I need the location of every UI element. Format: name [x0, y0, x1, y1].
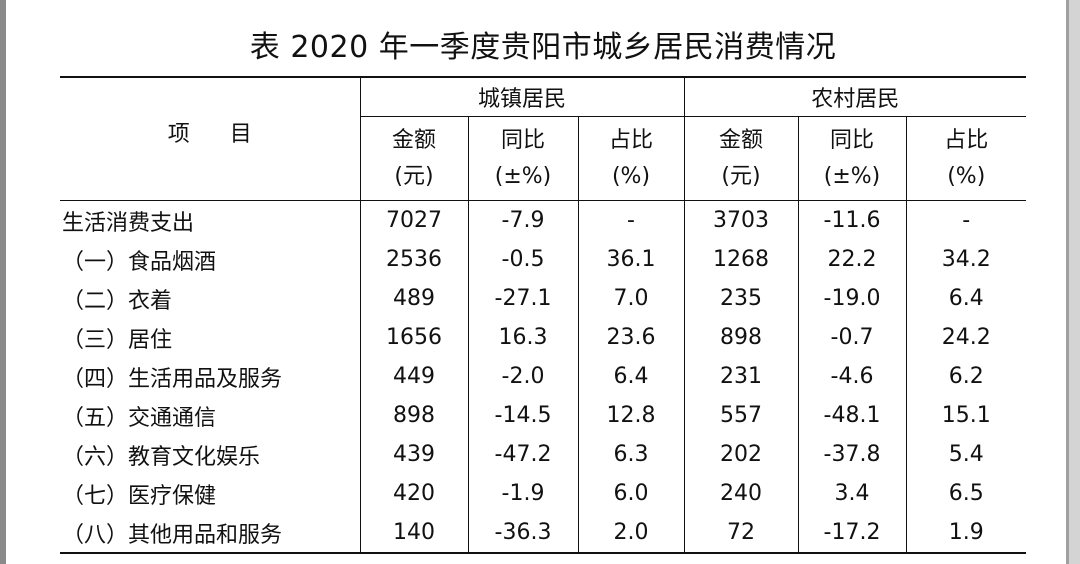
rural-amount-cell: 3703	[683, 200, 798, 240]
rural-yoy-cell: -48.1	[797, 396, 906, 435]
urban-amount-cell: 7027	[359, 200, 468, 240]
row-name: （三）居住	[62, 327, 173, 353]
rural-share-cell: 6.4	[905, 279, 1027, 318]
col-label: 占比	[608, 127, 653, 153]
consumption-table: 项目 城镇居民 农村居民 金额 (元) 同比 (±%) 占比 (%) 金额 (元…	[60, 76, 1027, 554]
rural-yoy-cell: -0.7	[797, 318, 906, 357]
col-header-rural-share: 占比 (%)	[905, 116, 1027, 201]
rural-share-cell: 1.9	[905, 513, 1027, 554]
rural-amount-cell: 235	[683, 279, 798, 318]
col-unit: (%)	[611, 163, 651, 189]
rural-yoy-cell: -17.2	[797, 513, 906, 554]
urban-share-cell: 7.0	[577, 279, 684, 318]
item-header-cell: 项目	[60, 76, 360, 201]
urban-share-cell: 6.3	[577, 435, 684, 474]
col-unit: (%)	[947, 163, 986, 189]
rural-share-cell: 5.4	[905, 435, 1027, 474]
table-row: 生活消费支出 7027 -7.9 - 3703 -11.6 -	[60, 200, 1027, 240]
urban-share-cell: -	[577, 200, 684, 240]
left-frame-edge	[0, 0, 6, 564]
urban-yoy-cell: -14.5	[467, 396, 578, 435]
urban-yoy-cell: -7.9	[467, 200, 578, 240]
urban-share-cell: 6.4	[577, 357, 684, 396]
rural-yoy-cell: -37.8	[797, 435, 906, 474]
urban-amount-cell: 1656	[359, 318, 468, 357]
rural-yoy-cell: -19.0	[797, 279, 906, 318]
urban-yoy-cell: -2.0	[467, 357, 578, 396]
col-unit: (±%)	[823, 163, 881, 189]
urban-yoy-cell: -27.1	[467, 279, 578, 318]
urban-amount-cell: 140	[359, 513, 468, 554]
table-row: （三）居住 1656 16.3 23.6 898 -0.7 24.2	[60, 318, 1027, 357]
urban-yoy-cell: 16.3	[467, 318, 578, 357]
col-unit: (±%)	[494, 163, 552, 189]
col-header-urban-amount: 金额 (元)	[359, 116, 468, 201]
col-label: 金额	[391, 127, 436, 153]
table-row: （五）交通通信 898 -14.5 12.8 557 -48.1 15.1	[60, 396, 1027, 435]
row-name: （一）食品烟酒	[62, 249, 217, 275]
urban-amount-cell: 449	[359, 357, 468, 396]
urban-group-header: 城镇居民	[359, 76, 684, 117]
urban-yoy-cell: -1.9	[467, 474, 578, 513]
row-name: （六）教育文化娱乐	[62, 444, 261, 470]
rural-amount-cell: 231	[683, 357, 798, 396]
rural-amount-cell: 202	[683, 435, 798, 474]
urban-amount-cell: 898	[359, 396, 468, 435]
row-name: （二）衣着	[62, 288, 173, 314]
rural-yoy-cell: 3.4	[797, 474, 906, 513]
rural-share-cell: 34.2	[905, 240, 1027, 279]
rural-share-cell: 24.2	[905, 318, 1027, 357]
rural-yoy-cell: -11.6	[797, 200, 906, 240]
rural-amount-cell: 557	[683, 396, 798, 435]
col-header-urban-share: 占比 (%)	[577, 116, 684, 201]
col-label: 同比	[829, 127, 874, 153]
table-row: （八）其他用品和服务 140 -36.3 2.0 72 -17.2 1.9	[60, 513, 1027, 554]
rural-share-cell: 15.1	[905, 396, 1027, 435]
row-name: 生活消费支出	[62, 210, 195, 236]
rural-share-cell: -	[905, 200, 1027, 240]
table-row: （四）生活用品及服务 449 -2.0 6.4 231 -4.6 6.2	[60, 357, 1027, 396]
col-unit: (元)	[394, 163, 434, 189]
rural-share-cell: 6.5	[905, 474, 1027, 513]
urban-share-cell: 12.8	[577, 396, 684, 435]
urban-share-cell: 2.0	[577, 513, 684, 554]
col-header-urban-yoy: 同比 (±%)	[467, 116, 578, 201]
right-frame-edge	[1066, 0, 1080, 564]
rural-yoy-cell: -4.6	[797, 357, 906, 396]
table-row: （六）教育文化娱乐 439 -47.2 6.3 202 -37.8 5.4	[60, 435, 1027, 474]
row-name: （八）其他用品和服务	[60, 513, 360, 554]
col-label: 同比	[500, 127, 545, 153]
urban-amount-cell: 2536	[359, 240, 468, 279]
col-label: 占比	[944, 127, 989, 153]
urban-amount-cell: 420	[359, 474, 468, 513]
col-header-rural-amount: 金额 (元)	[683, 116, 798, 201]
urban-yoy-cell: -0.5	[467, 240, 578, 279]
urban-yoy-cell: -36.3	[467, 513, 578, 554]
urban-amount-cell: 439	[359, 435, 468, 474]
row-name: （五）交通通信	[62, 405, 217, 431]
rural-amount-cell: 898	[683, 318, 798, 357]
col-header-rural-yoy: 同比 (±%)	[797, 116, 906, 201]
rural-amount-cell: 72	[683, 513, 798, 554]
rural-share-cell: 6.2	[905, 357, 1027, 396]
rural-group-header: 农村居民	[683, 76, 1027, 117]
row-name: （七）医疗保健	[62, 483, 217, 509]
urban-share-cell: 23.6	[577, 318, 684, 357]
table-title: 表 2020 年一季度贵阳市城乡居民消费情况	[249, 30, 837, 65]
urban-amount-cell: 489	[359, 279, 468, 318]
table-row: （二）衣着 489 -27.1 7.0 235 -19.0 6.4	[60, 279, 1027, 318]
col-unit: (元)	[721, 163, 761, 189]
urban-yoy-cell: -47.2	[467, 435, 578, 474]
urban-share-cell: 6.0	[577, 474, 684, 513]
table-row: （一）食品烟酒 2536 -0.5 36.1 1268 22.2 34.2	[60, 240, 1027, 279]
urban-share-cell: 36.1	[577, 240, 684, 279]
col-label: 金额	[718, 127, 763, 153]
rural-amount-cell: 240	[683, 474, 798, 513]
item-header: 项目	[167, 122, 292, 147]
rural-amount-cell: 1268	[683, 240, 798, 279]
row-name: （四）生活用品及服务	[62, 366, 283, 392]
table-row: （七）医疗保健 420 -1.9 6.0 240 3.4 6.5	[60, 474, 1027, 513]
rural-yoy-cell: 22.2	[797, 240, 906, 279]
